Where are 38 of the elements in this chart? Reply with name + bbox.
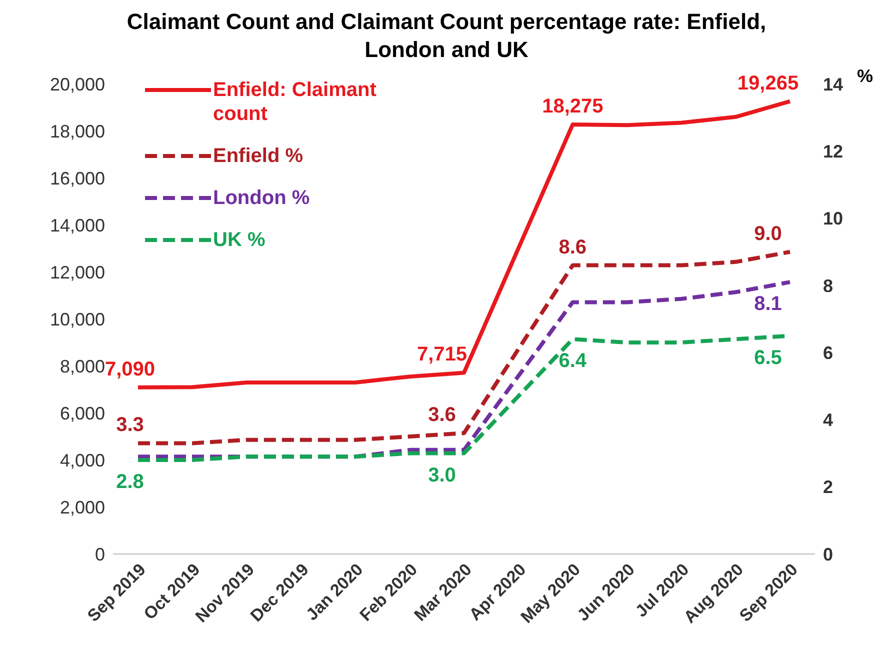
y2-tick-label: 4 — [823, 410, 834, 430]
legend-label: Enfield % — [213, 144, 304, 168]
data-label: 7,715 — [416, 344, 468, 366]
y-tick-label: 8,000 — [60, 356, 105, 376]
data-label: 2.8 — [116, 471, 144, 493]
y-tick-label: 12,000 — [50, 262, 105, 282]
y-tick-label: 18,000 — [50, 121, 105, 142]
y2-tick-label: 0 — [823, 544, 834, 564]
legend-label: Enfield: Claimant count — [213, 78, 378, 126]
data-label: 9.0 — [754, 222, 782, 245]
y-tick-label: 20,000 — [50, 74, 105, 94]
legend-label: UK % — [213, 228, 266, 252]
data-label: 3.6 — [428, 404, 456, 426]
chart-title: Claimant Count and Claimant Count percentage rate: Enfield, London and UK — [126, 8, 766, 64]
y2-axis-title: % — [856, 66, 873, 87]
y2-tick-label: 2 — [823, 477, 834, 498]
y-tick-label: 0 — [94, 544, 105, 564]
y-tick-label: 6,000 — [60, 403, 105, 424]
data-label: 18,275 — [542, 96, 604, 118]
y-tick-label: 14,000 — [50, 215, 105, 236]
data-label: 6.5 — [754, 346, 782, 369]
data-label: 6.4 — [558, 350, 588, 372]
data-label: 19,265 — [737, 72, 799, 94]
y2-tick-label: 6 — [823, 342, 834, 363]
y-tick-label: 10,000 — [50, 309, 105, 330]
y2-tick-label: 14 — [823, 74, 844, 94]
y2-tick-label: 10 — [823, 208, 844, 229]
data-label: 3.0 — [428, 464, 456, 486]
data-label: 3.3 — [116, 414, 144, 436]
y2-tick-label: 12 — [823, 142, 844, 162]
data-label: 7,090 — [104, 358, 156, 380]
legend-label: London % — [213, 186, 310, 210]
data-label: 8.6 — [558, 236, 587, 258]
y-tick-label: 4,000 — [60, 450, 105, 470]
y2-tick-label: 8 — [823, 276, 834, 296]
y-tick-label: 16,000 — [50, 168, 105, 188]
data-label: 8.1 — [754, 293, 782, 316]
y-tick-label: 2,000 — [60, 497, 105, 518]
